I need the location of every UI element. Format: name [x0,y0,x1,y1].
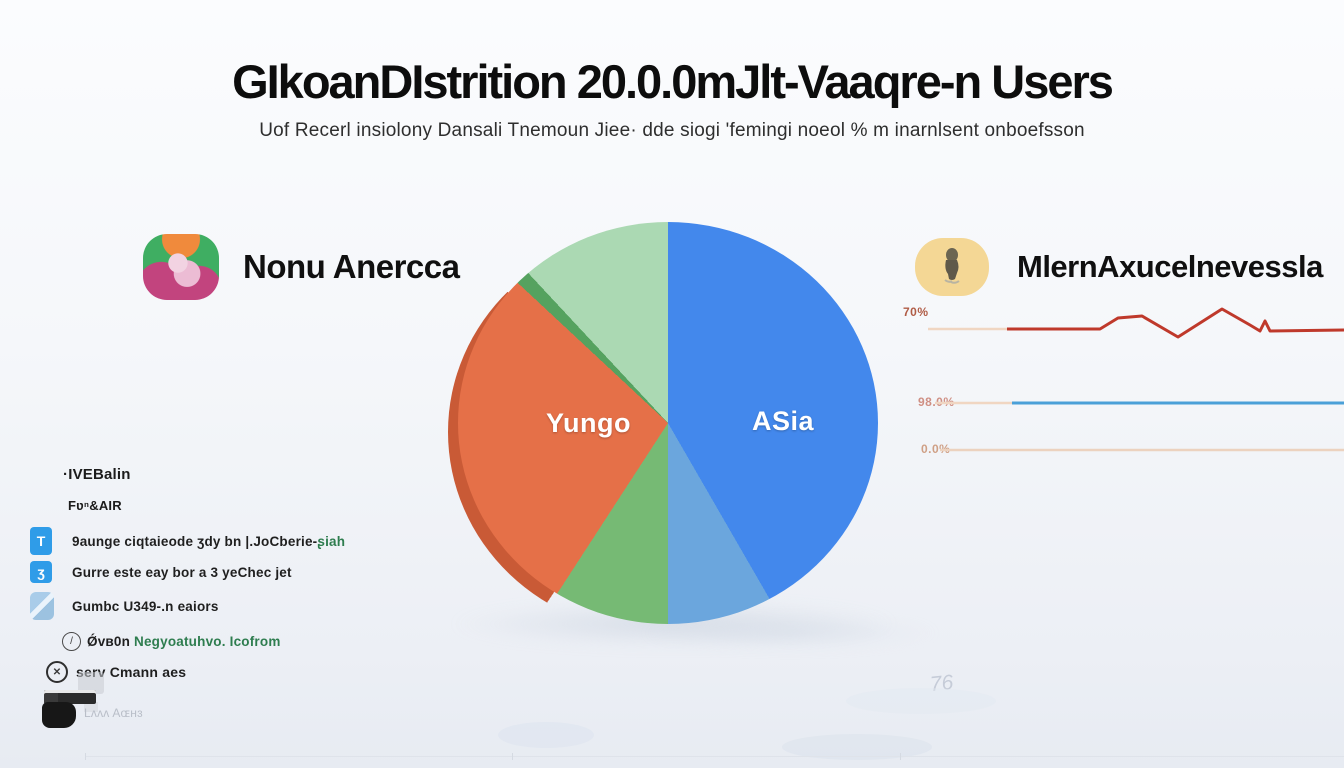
camera-body [42,702,76,728]
legend-accent-5: Negyoatuhvo. Icofrom [134,634,281,649]
region-header-right: MlernAxucelnevessla [915,238,1323,296]
spark-1-label: 70% [903,305,929,319]
legend-row: ·IVEBalin [63,466,131,483]
region-header-left: Nonu Anercca [143,234,460,300]
legend-row: Fʋⁿ&AIR [68,498,122,513]
camera-icon [42,690,102,730]
pie-chart-wrap: Yungo ASia [448,222,878,633]
legend-text-0: ·IVEBalin [63,466,131,483]
legend-text-1: Fʋⁿ&AIR [68,498,122,513]
bottom-hairline [85,756,1344,757]
pencil-circle-icon: / [62,632,81,651]
watermark-blob [498,722,594,748]
spark-3-label: 0.0% [921,442,951,456]
figure-silhouette-icon [944,248,960,284]
north-america-globe-icon [143,234,219,300]
axis-tick [900,753,901,760]
legend-row: Lʌʌʌ Aɶʜɜ [84,706,143,720]
pen-icon [30,592,54,620]
region-left-label: Nonu Anercca [243,248,460,285]
sparkline-chart [928,307,1344,452]
legend-accent-2: ʂiah [317,533,346,549]
legend-row: ʒ Gurre este eay bor a 3 yeChec jet [30,561,292,583]
page-title: GIkoanDIstrition 20.0.0mJlt-Vaaqre-n Use… [232,55,1114,108]
pie-chart [458,222,878,624]
legend-row: Gumbc U349-.n eaiors [30,592,219,620]
axis-tick [85,753,86,760]
watermark-blob [846,688,996,714]
legend-row: T 9aunge ciqtaieode ʒdy bn |.JoCberie-ʂi… [30,527,345,555]
watermark-blob [782,734,932,760]
pie-slice-label-asia: ASia [752,406,815,436]
legend-text-7: Lʌʌʌ Aɶʜɜ [84,706,143,720]
printer-ghost-icon [78,672,104,694]
page-subtitle: Uof Recerl insiolony Dansali Tnemoun Jie… [259,120,1085,141]
asia-figure-icon [915,238,989,296]
camera-top-bar [44,690,96,704]
circle-x-icon: ✕ [46,661,68,683]
globe-icon: ʒ [30,561,52,583]
region-right-label: MlernAxucelnevessla [1017,249,1323,284]
legend-row: ✕ serv Cmann aes [46,661,186,683]
pie-slice-label-yungo: Yungo [546,408,631,438]
legend-text-3: Gurre este eay bor a 3 yeChec jet [72,564,292,580]
axis-tick [512,753,513,760]
legend-text-2: 9aunge ciqtaieode ʒdy bn |.JoCberie-ʂiah [72,533,346,549]
legend-row: / Ǿvв0n Negyoatuhvo. Icofrom [62,632,281,651]
pin-icon: T [30,527,52,555]
spark-1-main [1007,307,1344,339]
legend-text-4: Gumbc U349-.n eaiors [72,598,219,614]
legend-text-5: Ǿvв0n Negyoatuhvo. Icofrom [87,634,281,649]
